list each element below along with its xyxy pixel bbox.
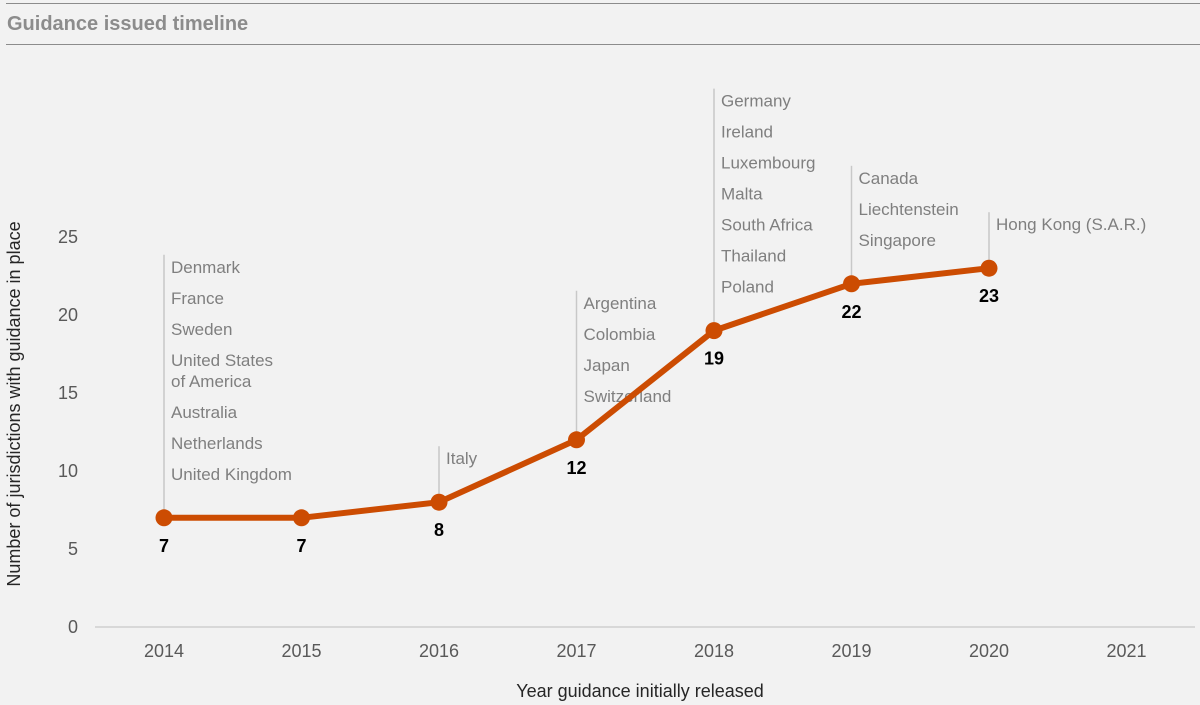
x-tick-label: 2014 <box>144 641 184 661</box>
annotation-label: Ireland <box>721 123 773 142</box>
annotation-label: Singapore <box>859 231 937 250</box>
annotation-label: France <box>171 289 224 308</box>
x-tick-label: 2018 <box>694 641 734 661</box>
y-tick-label: 20 <box>58 305 78 325</box>
series <box>155 259 998 527</box>
title-rule <box>6 44 1200 45</box>
annotation-label: Thailand <box>721 247 786 266</box>
annotation-label: Colombia <box>584 325 656 344</box>
annotation-label: Malta <box>721 185 763 204</box>
annotation-label: Netherlands <box>171 434 263 453</box>
annotation-label: Sweden <box>171 320 232 339</box>
x-tick-label: 2017 <box>556 641 596 661</box>
x-tick-label: 2015 <box>281 641 321 661</box>
annotation-label: United Kingdom <box>171 465 292 484</box>
annotation-label: Luxembourg <box>721 154 816 173</box>
data-point <box>843 275 860 293</box>
data-label: 22 <box>841 302 861 322</box>
data-label: 7 <box>296 536 306 556</box>
annotation-label: Germany <box>721 92 791 111</box>
annotation-label: Italy <box>446 449 478 468</box>
annotation-label: Denmark <box>171 258 240 277</box>
annotation-label: of America <box>171 372 252 391</box>
annotation-label: United States <box>171 351 273 370</box>
annotation-label: Liechtenstein <box>859 200 959 219</box>
annotation-label: Hong Kong (S.A.R.) <box>996 215 1146 234</box>
x-axis-label: Year guidance initially released <box>516 681 764 701</box>
annotation-label: Japan <box>584 356 630 375</box>
top-rule <box>6 3 1200 4</box>
data-label: 23 <box>979 286 999 306</box>
data-point <box>705 322 723 340</box>
y-tick-label: 5 <box>68 539 78 559</box>
data-point <box>568 431 585 449</box>
x-tick-label: 2019 <box>831 641 871 661</box>
data-point <box>980 259 998 277</box>
annotation-label: Poland <box>721 278 774 297</box>
y-tick-label: 0 <box>68 617 78 637</box>
data-label: 19 <box>704 349 724 369</box>
x-tick-label: 2016 <box>419 641 459 661</box>
annotation-label: South Africa <box>721 216 813 235</box>
x-tick-label: 2021 <box>1106 641 1146 661</box>
y-axis-label: Number of jurisdictions with guidance in… <box>4 221 24 586</box>
annotation-label: Canada <box>859 169 919 188</box>
data-label: 7 <box>159 536 169 556</box>
y-tick-label: 15 <box>58 383 78 403</box>
data-labels: 7 7 8 12 19 22 23 <box>159 286 999 556</box>
annotations: Denmark France Sweden United States of Ameri… <box>163 88 1146 518</box>
annotation-label: Australia <box>171 403 238 422</box>
chart-title: Guidance issued timeline <box>7 13 249 35</box>
y-tick-label: 10 <box>58 461 78 481</box>
y-tick-label: 25 <box>58 227 78 247</box>
data-point <box>293 509 310 527</box>
data-point <box>430 493 448 511</box>
annotation-label: Argentina <box>584 294 657 313</box>
data-label: 8 <box>434 520 444 540</box>
axes: 2014 2015 2016 2017 2018 2019 2020 202105101520… <box>58 227 1195 661</box>
data-label: 12 <box>566 458 586 478</box>
x-tick-label: 2020 <box>969 641 1009 661</box>
data-point <box>155 509 173 527</box>
